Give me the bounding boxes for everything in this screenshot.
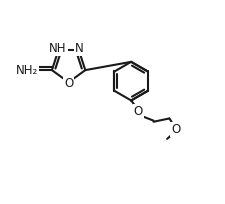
Text: N: N xyxy=(75,42,84,55)
Text: O: O xyxy=(64,77,73,90)
Text: NH₂: NH₂ xyxy=(16,64,38,77)
Text: O: O xyxy=(171,123,180,136)
Text: NH: NH xyxy=(49,42,67,55)
Text: O: O xyxy=(134,105,143,118)
